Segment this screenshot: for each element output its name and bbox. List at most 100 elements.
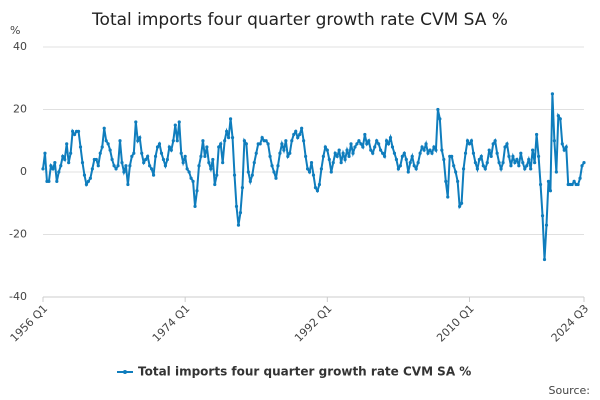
data-point (426, 151, 430, 155)
data-point (323, 145, 327, 149)
data-point (69, 151, 73, 155)
data-point (61, 154, 65, 158)
data-point (515, 157, 519, 162)
data-point (254, 151, 258, 155)
data-point (495, 151, 499, 155)
data-point (90, 167, 94, 171)
data-point (217, 145, 221, 149)
data-point (118, 139, 122, 143)
data-point (140, 151, 144, 155)
data-point (317, 182, 322, 187)
data-point (185, 167, 189, 171)
data-point (454, 170, 458, 174)
data-point (536, 154, 541, 158)
data-point (544, 223, 549, 227)
data-point (390, 145, 395, 149)
data-point (272, 170, 276, 174)
data-point (386, 142, 391, 146)
data-point (564, 145, 568, 149)
data-point (343, 157, 347, 162)
data-point (511, 154, 515, 158)
data-point (276, 164, 280, 168)
data-point (112, 164, 116, 168)
data-point (284, 139, 288, 143)
data-point (116, 164, 120, 168)
y-tick-label: 0 (20, 165, 27, 178)
data-point (161, 157, 166, 162)
data-point (363, 132, 367, 137)
data-point (337, 148, 341, 152)
data-point (250, 173, 254, 177)
data-point (169, 148, 173, 152)
data-point (305, 167, 310, 171)
data-point (59, 164, 63, 168)
data-point (556, 114, 560, 118)
data-point (535, 132, 539, 137)
data-point (225, 129, 229, 133)
data-point (274, 176, 278, 180)
data-point (179, 151, 183, 155)
data-point (458, 204, 462, 208)
data-point (136, 139, 140, 143)
data-point (173, 123, 177, 127)
data-point (47, 179, 51, 183)
data-point (82, 173, 87, 177)
data-point (578, 176, 582, 180)
data-point (570, 182, 574, 187)
data-point (187, 170, 191, 174)
data-point (146, 154, 150, 158)
data-point (507, 154, 511, 158)
data-point (197, 164, 201, 168)
data-point (335, 154, 339, 158)
data-point (260, 136, 264, 140)
data-point (388, 136, 393, 140)
data-point (379, 148, 383, 152)
data-point (41, 167, 45, 171)
data-point (499, 167, 503, 171)
data-point (244, 142, 248, 146)
data-point (436, 107, 440, 112)
data-point (531, 148, 535, 152)
data-point (446, 195, 450, 199)
data-point (157, 142, 162, 146)
data-point (345, 148, 349, 152)
data-point (128, 164, 132, 168)
data-point (53, 161, 57, 165)
x-tick-label: 1974 Q1 (150, 302, 193, 345)
data-point (373, 145, 377, 149)
data-point (311, 173, 316, 177)
data-point (165, 157, 169, 162)
x-tick-label: 1992 Q1 (292, 302, 335, 345)
data-point (292, 132, 296, 137)
x-tick-label: 2010 Q1 (434, 302, 477, 345)
data-point (365, 142, 369, 146)
data-point (142, 161, 146, 165)
data-point (333, 151, 337, 155)
data-point (309, 161, 314, 165)
y-tick-label: 40 (13, 40, 27, 53)
data-point (471, 151, 476, 155)
data-point (67, 161, 71, 165)
data-point (205, 145, 209, 149)
data-point (560, 142, 564, 146)
data-point (321, 154, 325, 158)
data-point (580, 164, 584, 168)
data-point (465, 139, 470, 143)
x-tick-label: 2024 Q3 (549, 302, 592, 345)
data-point (240, 186, 245, 190)
data-point (481, 164, 485, 168)
data-point (487, 148, 491, 152)
data-point (442, 157, 446, 162)
data-point (88, 176, 92, 180)
data-point (199, 154, 203, 158)
data-point (475, 167, 479, 171)
data-point (98, 151, 102, 155)
data-point (542, 257, 547, 262)
data-point (167, 145, 171, 149)
data-point (71, 129, 75, 133)
data-point (367, 139, 371, 143)
data-point (294, 129, 298, 133)
data-point (132, 151, 136, 155)
data-point (55, 179, 59, 183)
data-point (86, 179, 91, 183)
